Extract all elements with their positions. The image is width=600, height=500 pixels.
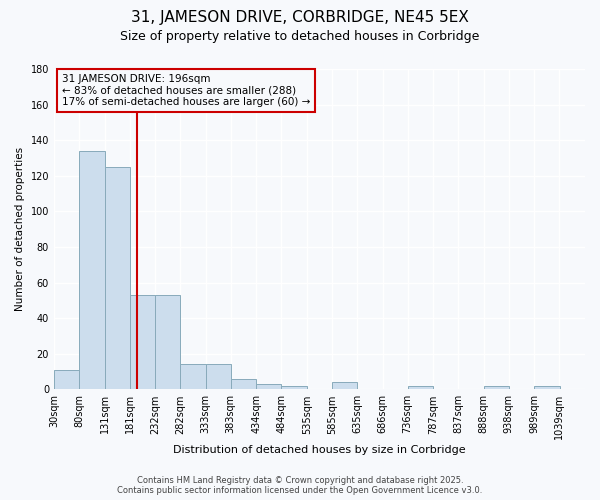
Bar [256, 384, 281, 390]
Text: Size of property relative to detached houses in Corbridge: Size of property relative to detached ho… [121, 30, 479, 43]
Bar [535, 386, 560, 390]
Bar [180, 364, 206, 390]
Bar [281, 386, 307, 390]
Bar [407, 386, 433, 390]
Text: 31 JAMESON DRIVE: 196sqm
← 83% of detached houses are smaller (288)
17% of semi-: 31 JAMESON DRIVE: 196sqm ← 83% of detach… [62, 74, 310, 107]
Bar [54, 370, 79, 390]
Bar [332, 382, 357, 390]
Y-axis label: Number of detached properties: Number of detached properties [15, 147, 25, 311]
Bar [104, 167, 130, 390]
X-axis label: Distribution of detached houses by size in Corbridge: Distribution of detached houses by size … [173, 445, 466, 455]
Bar [155, 295, 180, 390]
Bar [79, 151, 104, 390]
Bar [206, 364, 231, 390]
Bar [130, 295, 155, 390]
Bar [484, 386, 509, 390]
Text: 31, JAMESON DRIVE, CORBRIDGE, NE45 5EX: 31, JAMESON DRIVE, CORBRIDGE, NE45 5EX [131, 10, 469, 25]
Bar [231, 378, 256, 390]
Text: Contains HM Land Registry data © Crown copyright and database right 2025.
Contai: Contains HM Land Registry data © Crown c… [118, 476, 482, 495]
